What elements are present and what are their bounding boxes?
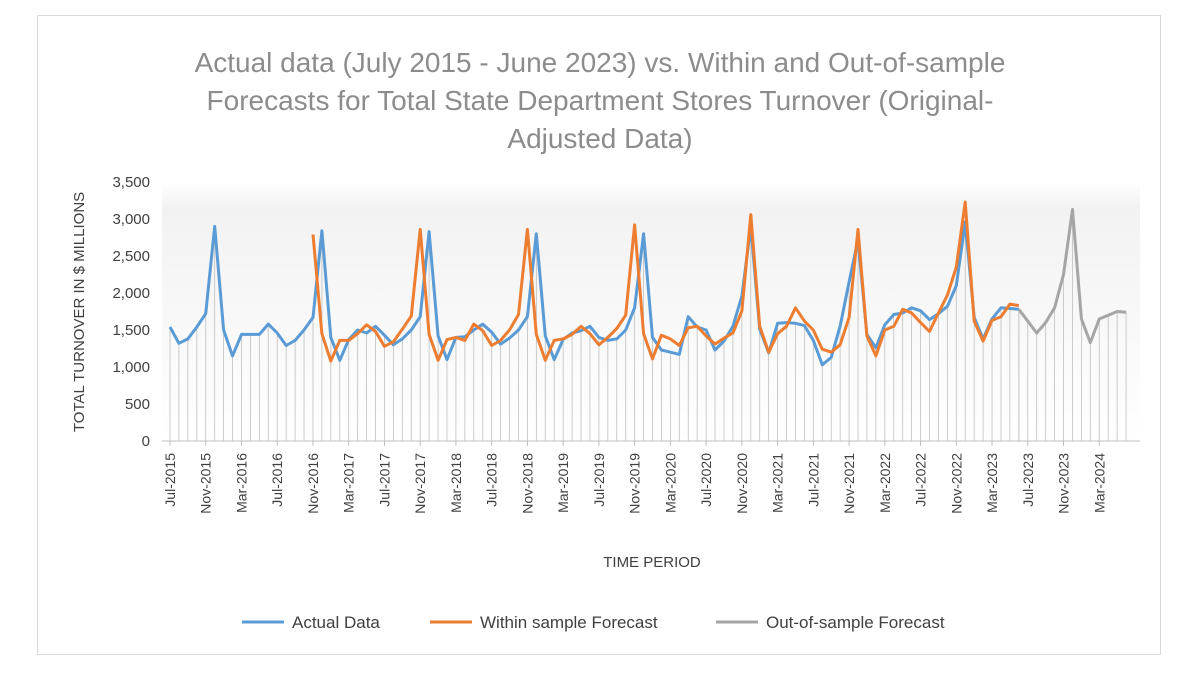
chart-title-line-3: Adjusted Data) xyxy=(507,123,693,154)
x-tick-label: Jul-2021 xyxy=(805,453,821,507)
y-tick-label: 2,500 xyxy=(112,248,150,265)
x-axis-title: TIME PERIOD xyxy=(603,554,701,571)
x-tick-label: Nov-2021 xyxy=(841,453,857,514)
x-tick-label: Nov-2019 xyxy=(627,453,643,514)
chart-title-line-2: Forecasts for Total State Department Sto… xyxy=(206,85,994,116)
x-tick-label: Nov-2022 xyxy=(948,453,964,514)
y-tick-label: 0 xyxy=(142,433,150,450)
y-axis-title: TOTAL TURNOVER IN $ MILLIONS xyxy=(71,192,88,432)
legend-label: Within sample Forecast xyxy=(480,613,658,632)
y-tick-label: 3,000 xyxy=(112,211,150,228)
x-tick-label: Jul-2023 xyxy=(1020,453,1036,507)
x-tick-label: Jul-2019 xyxy=(591,453,607,507)
x-tick-label: Jul-2018 xyxy=(484,453,500,507)
x-tick-label: Nov-2018 xyxy=(519,453,535,514)
x-tick-label: Mar-2018 xyxy=(448,453,464,513)
chart-title-line-1: Actual data (July 2015 - June 2023) vs. … xyxy=(194,47,1006,78)
x-tick-label: Mar-2017 xyxy=(341,453,357,513)
x-tick-label: Nov-2020 xyxy=(734,453,750,514)
y-tick-label: 1,000 xyxy=(112,359,150,376)
x-tick-label: Mar-2021 xyxy=(770,453,786,513)
legend: Actual Data Within sample Forecast Out-of-… xyxy=(242,613,945,632)
legend-label: Out-of-sample Forecast xyxy=(766,613,945,632)
x-tick-label: Mar-2020 xyxy=(662,453,678,513)
x-tick-label: Jul-2020 xyxy=(698,453,714,507)
x-tick-label: Jul-2017 xyxy=(376,453,392,507)
x-tick-label: Jul-2022 xyxy=(913,453,929,507)
x-tick-label: Jul-2015 xyxy=(162,453,178,507)
x-tick-label: Nov-2017 xyxy=(412,453,428,514)
x-tick-label: Mar-2024 xyxy=(1091,453,1107,513)
x-tick-label: Mar-2019 xyxy=(555,453,571,513)
x-tick-label: Mar-2023 xyxy=(984,453,1000,513)
x-tick-label: Nov-2016 xyxy=(305,453,321,514)
series-line-1 xyxy=(311,200,1020,363)
x-tick-label: Nov-2023 xyxy=(1056,453,1072,514)
x-tick-label: Nov-2015 xyxy=(198,453,214,514)
y-tick-label: 3,500 xyxy=(112,174,150,191)
legend-label: Actual Data xyxy=(292,613,380,632)
series-line-0 xyxy=(168,220,1019,367)
x-tick-label: Mar-2016 xyxy=(233,453,249,513)
series-line-2 xyxy=(1017,207,1127,345)
y-tick-label: 2,000 xyxy=(112,285,150,302)
y-tick-label: 1,500 xyxy=(112,322,150,339)
y-tick-label: 500 xyxy=(125,396,150,413)
x-tick-label: Jul-2016 xyxy=(269,453,285,507)
x-tick-label: Mar-2022 xyxy=(877,453,893,513)
